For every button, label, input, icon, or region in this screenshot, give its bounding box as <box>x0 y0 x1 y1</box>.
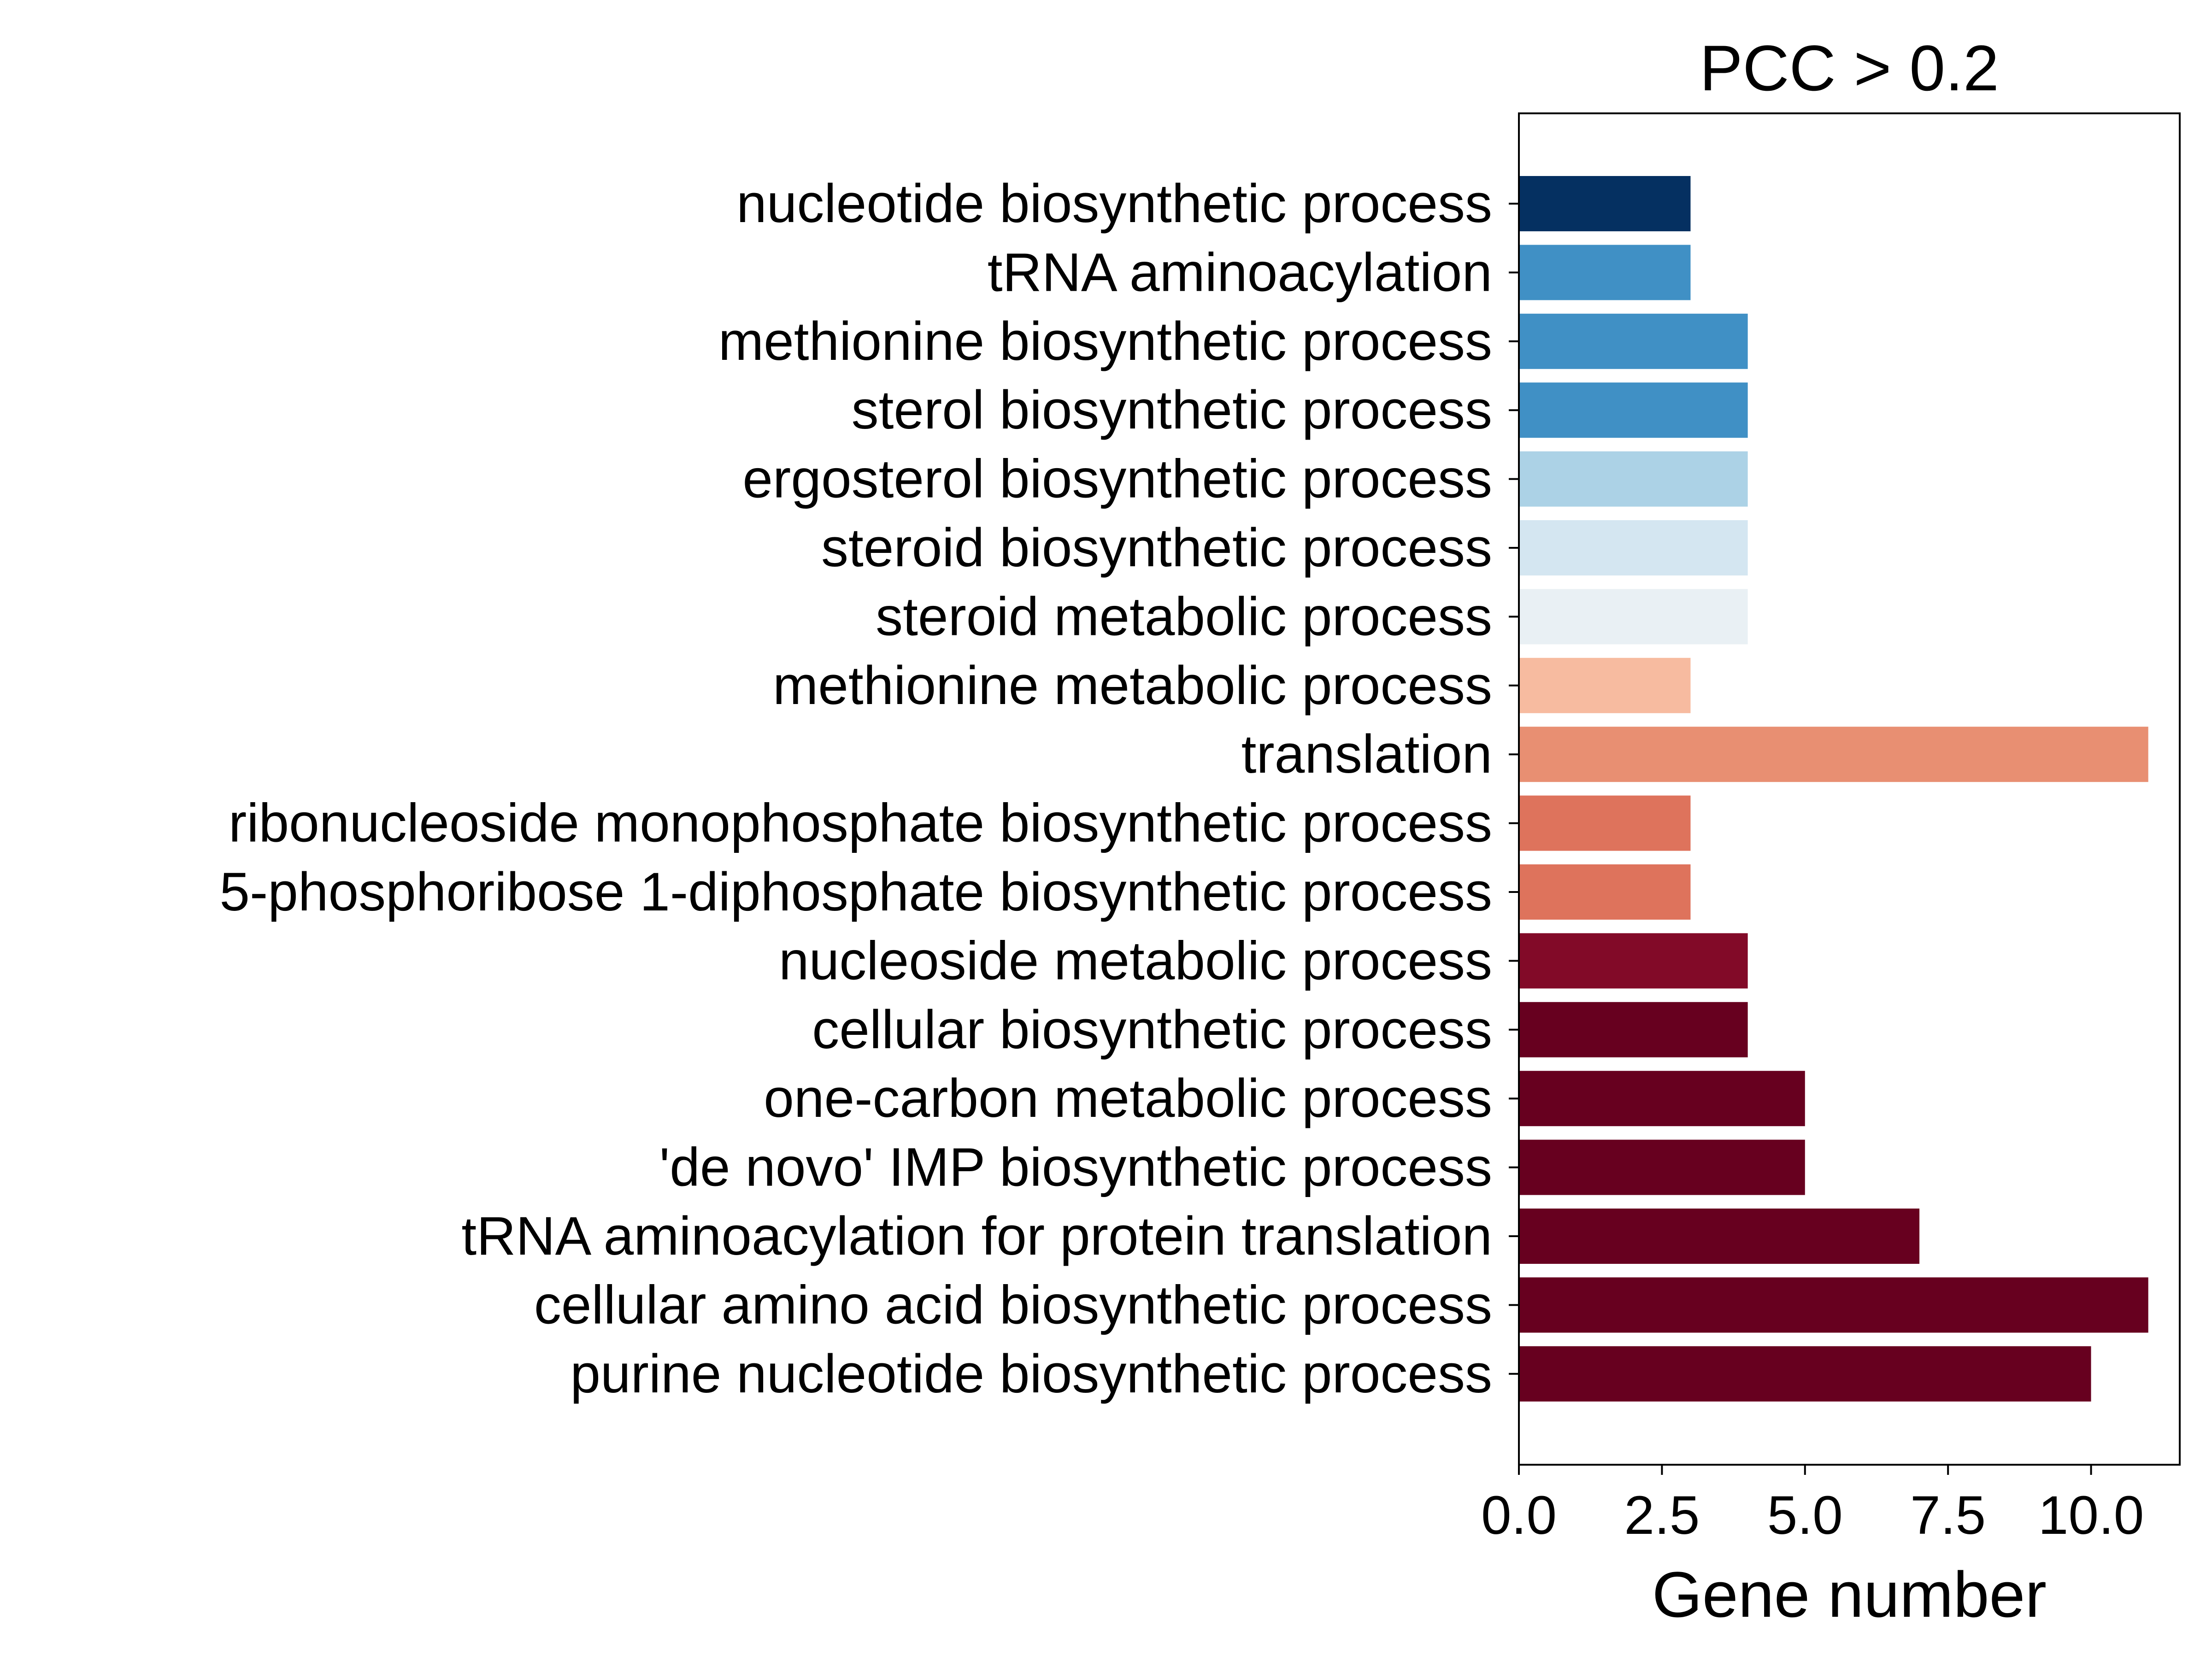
x-tick-label: 10.0 <box>2038 1485 2144 1546</box>
bar-15 <box>1519 1139 1805 1195</box>
category-label: steroid metabolic process <box>876 586 1492 647</box>
bar-16 <box>1519 1209 1920 1264</box>
bar-6 <box>1519 520 1748 575</box>
x-tick-label: 7.5 <box>1910 1485 1986 1546</box>
category-label: nucleoside metabolic process <box>779 930 1492 991</box>
x-axis-label: Gene number <box>1652 1558 2047 1631</box>
category-label: methionine metabolic process <box>773 655 1492 716</box>
x-tick-label: 5.0 <box>1767 1485 1843 1546</box>
category-label: ribonucleoside monophosphate biosyntheti… <box>229 793 1492 854</box>
category-label: 'de novo' IMP biosynthetic process <box>659 1137 1492 1198</box>
bar-11 <box>1519 864 1691 920</box>
chart-title: PCC > 0.2 <box>1700 32 1999 104</box>
bar-14 <box>1519 1071 1805 1127</box>
bar-17 <box>1519 1277 2148 1333</box>
category-label: steroid biosynthetic process <box>821 517 1492 578</box>
category-label: tRNA aminoacylation <box>988 242 1492 303</box>
category-label: one-carbon metabolic process <box>764 1068 1492 1129</box>
bar-3 <box>1519 313 1748 369</box>
bar-7 <box>1519 589 1748 645</box>
bar-10 <box>1519 795 1691 851</box>
category-label: tRNA aminoacylation for protein translat… <box>461 1206 1492 1267</box>
bar-13 <box>1519 1002 1748 1057</box>
bars-layer <box>1519 176 2148 1402</box>
bar-12 <box>1519 933 1748 989</box>
category-label: 5-phosphoribose 1-diphosphate biosynthet… <box>219 862 1492 922</box>
bar-1 <box>1519 176 1691 231</box>
x-tick-label: 2.5 <box>1624 1485 1700 1546</box>
bar-5 <box>1519 451 1748 507</box>
x-axis-ticks: 0.0 2.5 5.0 7.5 10.0 <box>1481 1465 2144 1546</box>
bar-4 <box>1519 382 1748 438</box>
category-label: cellular amino acid biosynthetic process <box>534 1274 1492 1335</box>
bar-8 <box>1519 657 1691 713</box>
x-tick-label: 0.0 <box>1481 1485 1557 1546</box>
bar-9 <box>1519 727 2148 782</box>
bar-2 <box>1519 245 1691 300</box>
bar-18 <box>1519 1346 2091 1402</box>
category-label: translation <box>1241 724 1492 785</box>
category-label: ergosterol biosynthetic process <box>742 449 1492 510</box>
category-label: purine nucleotide biosynthetic process <box>570 1344 1492 1404</box>
plot-frame <box>1518 112 2181 1466</box>
category-labels: nucleotide biosynthetic process tRNA amin… <box>219 173 1519 1404</box>
category-label: methionine biosynthetic process <box>718 311 1492 372</box>
category-label: cellular biosynthetic process <box>812 999 1492 1060</box>
category-label: sterol biosynthetic process <box>852 380 1492 440</box>
category-label: nucleotide biosynthetic process <box>736 173 1492 234</box>
